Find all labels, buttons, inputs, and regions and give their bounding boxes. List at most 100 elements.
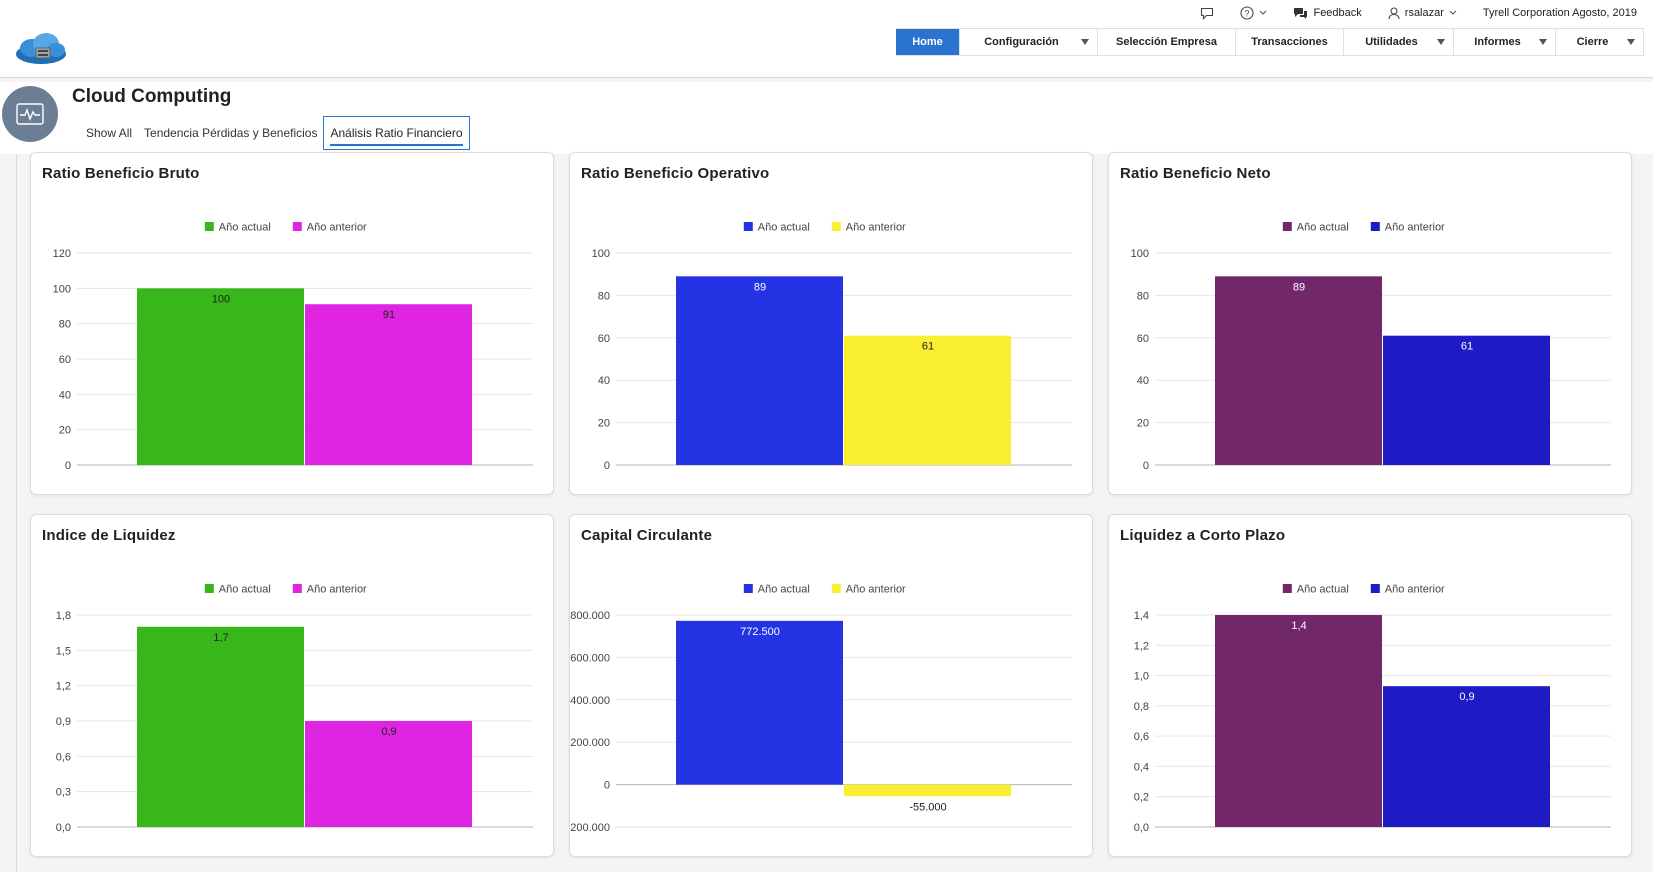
y-tick-label: 120 — [53, 248, 71, 260]
y-tick-label: 0,6 — [1134, 731, 1149, 743]
bar[interactable] — [137, 288, 304, 465]
legend-label[interactable]: Año anterior — [307, 584, 367, 596]
bar[interactable] — [676, 276, 843, 465]
cloud-logo-icon[interactable] — [14, 28, 68, 66]
chart-title: Ratio Beneficio Neto — [1120, 165, 1271, 182]
user-menu[interactable]: rsalazar — [1388, 6, 1457, 20]
nav-item-1[interactable]: Configuración — [960, 29, 1098, 55]
y-tick-label: 60 — [1137, 333, 1149, 345]
bar-chart: Año actual Año anterior 0,0 0,3 0,6 0,9 1,2 1,5… — [56, 584, 533, 834]
bar[interactable] — [1215, 615, 1382, 827]
chart-card-3: Indice de Liquidez Año actual Año anterior… — [30, 514, 554, 857]
bar[interactable] — [1383, 335, 1550, 465]
chart-legend: Año actual Año anterior — [743, 584, 906, 596]
chart-legend: Año actual Año anterior — [1282, 222, 1445, 234]
bar[interactable] — [1215, 276, 1382, 465]
legend-label[interactable]: Año anterior — [1385, 222, 1445, 234]
chart-title: Ratio Beneficio Bruto — [42, 165, 200, 182]
legend-swatch — [204, 222, 214, 231]
legend-label[interactable]: Año actual — [219, 222, 271, 234]
bar-chart: Año actual Año anterior 0,0 0,2 0,4 0,6 0,8 1,0… — [1134, 584, 1611, 834]
legend-swatch — [1282, 584, 1292, 593]
user-name: rsalazar — [1404, 7, 1444, 19]
data-label: 61 — [922, 341, 934, 353]
bar[interactable] — [844, 335, 1011, 465]
help-icon: ? — [1240, 6, 1255, 20]
nav-item-label: Selección Empresa — [1116, 36, 1217, 48]
chart-card-0: Ratio Beneficio Bruto Año actual Año anter… — [30, 152, 554, 495]
bar[interactable] — [1383, 686, 1550, 827]
nav-item-label: Configuración — [984, 36, 1059, 48]
data-label: 61 — [1461, 341, 1473, 353]
data-label: 772.500 — [740, 626, 780, 638]
page-title: Cloud Computing — [72, 86, 232, 107]
y-tick-label: 0 — [65, 460, 71, 472]
svg-text:?: ? — [1245, 9, 1250, 19]
bar-chart: Año actual Año anterior 0 20 40 60 80 100 89 61 — [592, 222, 1072, 472]
legend-label[interactable]: Año actual — [1297, 584, 1349, 596]
y-tick-label: -200.000 — [570, 822, 610, 834]
data-label: 89 — [754, 281, 766, 293]
legend-swatch — [204, 584, 214, 593]
y-tick-label: 1,5 — [56, 645, 71, 657]
legend-label[interactable]: Año anterior — [846, 222, 906, 234]
chart-card-1: Ratio Beneficio Operativo Año actual Año a… — [569, 152, 1093, 495]
utility-bar: ? Feedback rsalazar Tyrell Corporation A… — [1200, 4, 1637, 22]
bar[interactable] — [844, 784, 1011, 797]
feedback-label: Feedback — [1313, 7, 1362, 19]
legend-label[interactable]: Año actual — [219, 584, 271, 596]
legend-label[interactable]: Año actual — [758, 584, 810, 596]
legend-swatch — [292, 584, 302, 593]
caret-down-icon — [1081, 39, 1089, 45]
user-icon — [1388, 6, 1400, 19]
feedback-button[interactable]: Feedback — [1293, 7, 1362, 20]
tab-0[interactable]: Show All — [86, 126, 133, 140]
legend-label[interactable]: Año anterior — [1385, 584, 1445, 596]
y-tick-label: 200.000 — [570, 737, 610, 749]
chat-button[interactable] — [1200, 7, 1214, 20]
chart-legend: Año actual Año anterior — [743, 222, 906, 234]
legend-label[interactable]: Año actual — [1297, 222, 1349, 234]
data-label: 91 — [383, 309, 395, 321]
data-label: 89 — [1293, 281, 1305, 293]
legend-swatch — [1370, 222, 1380, 231]
chevron-down-icon — [1260, 10, 1267, 15]
chart-card-2: Ratio Beneficio Neto Año actual Año anteri… — [1108, 152, 1632, 495]
nav-item-3[interactable]: Transacciones — [1236, 29, 1344, 55]
y-tick-label: 80 — [1137, 290, 1149, 302]
bar-chart: Año actual Año anterior 0 20 40 60 80 100 89 61 — [1131, 222, 1611, 472]
y-tick-label: 20 — [59, 425, 71, 437]
bar[interactable] — [305, 304, 472, 465]
caret-down-icon — [1437, 39, 1445, 45]
chart-title: Ratio Beneficio Operativo — [581, 165, 770, 182]
nav-item-4[interactable]: Utilidades — [1344, 29, 1454, 55]
bar[interactable] — [305, 721, 472, 827]
y-tick-label: 40 — [1137, 375, 1149, 387]
nav-item-5[interactable]: Informes — [1454, 29, 1556, 55]
bar-chart: Año actual Año anterior -200.000 0 200.000 40… — [570, 584, 1072, 834]
bar[interactable] — [137, 626, 304, 827]
help-button[interactable]: ? — [1240, 6, 1267, 20]
legend-label[interactable]: Año anterior — [307, 222, 367, 234]
tab-2[interactable]: Análisis Ratio Financiero — [323, 116, 470, 150]
bar[interactable] — [676, 620, 843, 785]
nav-item-0[interactable]: Home — [896, 29, 960, 55]
legend-swatch — [831, 584, 841, 593]
legend-label[interactable]: Año anterior — [846, 584, 906, 596]
nav-item-6[interactable]: Cierre — [1556, 29, 1644, 55]
nav-item-label: Informes — [1474, 36, 1521, 48]
legend-label[interactable]: Año actual — [758, 222, 810, 234]
y-tick-label: 100 — [53, 283, 71, 295]
data-label: 0,9 — [1459, 691, 1474, 703]
legend-swatch — [743, 584, 753, 593]
nav-item-2[interactable]: Selección Empresa — [1098, 29, 1236, 55]
chart-legend: Año actual Año anterior — [204, 222, 367, 234]
company-period-label: Tyrell Corporation Agosto, 2019 — [1482, 7, 1637, 19]
y-tick-label: 0,0 — [56, 822, 71, 834]
tab-1[interactable]: Tendencia Pérdidas y Beneficios — [144, 126, 318, 140]
chart-legend: Año actual Año anterior — [204, 584, 367, 596]
y-tick-label: 1,0 — [1134, 671, 1149, 683]
y-tick-label: 0 — [604, 780, 610, 792]
y-tick-label: 0 — [1143, 460, 1149, 472]
chart-legend: Año actual Año anterior — [1282, 584, 1445, 596]
